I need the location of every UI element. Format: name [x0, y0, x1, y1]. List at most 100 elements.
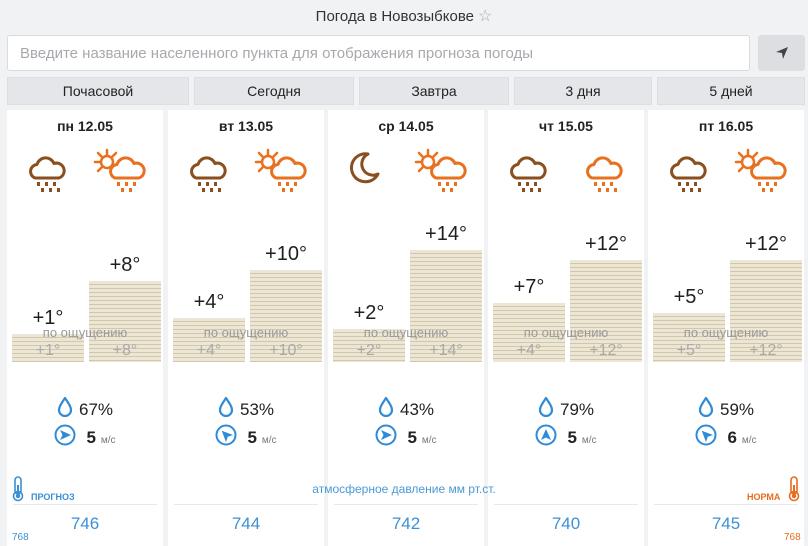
wind-direction-icon: [375, 424, 397, 451]
day-temp: +12°: [745, 233, 787, 256]
night-feels-like: +2°: [356, 342, 382, 359]
wind-unit: м/с: [100, 435, 116, 446]
day-temp-bar: [570, 260, 642, 362]
night-temp: +7°: [513, 275, 545, 298]
humidity-value: 53%: [239, 399, 275, 419]
pressure-divider: [13, 504, 157, 505]
tab-5-days[interactable]: 5 дней: [657, 77, 805, 105]
humidity-value: 79%: [559, 399, 595, 419]
tab-today[interactable]: Сегодня: [194, 77, 354, 105]
wind-row: 5 м/с: [488, 424, 644, 451]
wind-direction-icon: [535, 424, 557, 451]
moon-icon: [346, 150, 382, 191]
wind-direction-icon: [54, 424, 76, 451]
night-temp-bar: [12, 333, 84, 362]
humidity-drop-icon: [378, 396, 394, 422]
cloud-rain-icon: [506, 154, 550, 199]
day-column[interactable]: пт 16.05 +5° +12° по ощущению +5° +12° 5…: [648, 110, 804, 546]
search-box: [7, 35, 750, 71]
wind-unit: м/с: [421, 435, 437, 446]
humidity-drop-icon: [57, 396, 73, 422]
sun-cloud-rain-icon: [412, 148, 472, 197]
day-temp-bar: [730, 260, 802, 362]
night-feels-like: +5°: [676, 342, 702, 359]
wind-speed: 5: [407, 427, 417, 447]
tab-tomorrow[interactable]: Завтра: [359, 77, 509, 105]
wind-unit: м/с: [581, 435, 597, 446]
wind-row: 5 м/с: [7, 424, 163, 451]
humidity-value: 67%: [78, 399, 114, 419]
pressure-scale-left: 768: [12, 532, 29, 543]
pressure-value: 740: [551, 514, 581, 533]
pressure-value: 746: [70, 514, 100, 533]
humidity-row: 79%: [488, 396, 644, 422]
feels-like-label: по ощущению: [523, 325, 609, 340]
humidity-drop-icon: [698, 396, 714, 422]
cloud-rain-icon: [582, 154, 626, 199]
norm-label: НОРМА: [747, 492, 781, 502]
night-temp: +4°: [193, 291, 225, 314]
forecast-label: ПРОГНОЗ: [31, 492, 75, 502]
pressure-scale-right: 768: [784, 532, 801, 543]
humidity-value: 43%: [399, 399, 435, 419]
day-temp-bar: [410, 249, 482, 362]
cloud-rain-icon: [25, 154, 69, 199]
locate-button[interactable]: [758, 35, 805, 71]
day-date: пн 12.05: [57, 118, 113, 134]
wind-speed: 5: [86, 427, 96, 447]
wind-unit: м/с: [741, 435, 757, 446]
pressure-value: 745: [711, 514, 741, 533]
night-feels-like: +1°: [35, 342, 61, 359]
day-column[interactable]: пн 12.05 +1° +8° по ощущению +1° +8° 67%…: [7, 110, 163, 546]
day-column[interactable]: вт 13.05 +4° +10° по ощущению +4° +10° 5…: [168, 110, 324, 546]
pressure-divider: [494, 504, 638, 505]
feels-like-label: по ощущению: [363, 325, 449, 340]
day-feels-like: +12°: [749, 342, 783, 359]
cloud-rain-icon: [186, 154, 230, 199]
pressure-value: 742: [391, 514, 421, 533]
sun-cloud-rain-icon: [91, 148, 151, 197]
star-outline-icon[interactable]: ☆: [477, 8, 493, 25]
pressure-caption: атмосферное давление мм рт.ст.: [312, 482, 496, 496]
page-title: Погода в Новозыбкове: [315, 8, 474, 25]
sun-cloud-rain-icon: [732, 148, 792, 197]
day-date: чт 15.05: [539, 118, 593, 134]
day-date: пт 16.05: [698, 118, 754, 134]
pressure-value: 744: [231, 514, 261, 533]
wind-row: 6 м/с: [648, 424, 804, 451]
page-header: Погода в Новозыбкове ☆: [0, 0, 808, 32]
day-temp-bar: [89, 280, 161, 362]
location-arrow-icon: [775, 47, 788, 59]
humidity-row: 53%: [168, 396, 324, 422]
day-date: ср 14.05: [378, 118, 434, 134]
day-column[interactable]: ср 14.05 +2° +14° по ощущению +2° +14° 4…: [328, 110, 484, 546]
humidity-drop-icon: [538, 396, 554, 422]
day-temp: +14°: [425, 222, 467, 245]
wind-direction-icon: [215, 424, 237, 451]
wind-row: 5 м/с: [168, 424, 324, 451]
humidity-row: 67%: [7, 396, 163, 422]
humidity-value: 59%: [719, 399, 755, 419]
sun-cloud-rain-icon: [252, 148, 312, 197]
humidity-drop-icon: [218, 396, 234, 422]
night-temp: +1°: [32, 306, 64, 329]
night-temp-bar: [493, 302, 565, 362]
day-feels-like: +12°: [589, 342, 623, 359]
search-input[interactable]: [8, 36, 749, 70]
day-column[interactable]: чт 15.05 +7° +12° по ощущению +4° +12° 7…: [488, 110, 644, 546]
day-temp: +8°: [109, 253, 141, 276]
feels-like-label: по ощущению: [203, 325, 289, 340]
wind-speed: 5: [247, 427, 257, 447]
night-temp: +2°: [353, 301, 385, 324]
humidity-row: 59%: [648, 396, 804, 422]
night-feels-like: +4°: [516, 342, 542, 359]
day-temp: +10°: [265, 243, 307, 266]
pressure-divider: [654, 504, 798, 505]
humidity-row: 43%: [328, 396, 484, 422]
tab-3-days[interactable]: 3 дня: [514, 77, 652, 105]
wind-speed: 5: [567, 427, 577, 447]
cloud-rain-icon: [666, 154, 710, 199]
tab-hourly[interactable]: Почасовой: [7, 77, 189, 105]
wind-unit: м/с: [261, 435, 277, 446]
night-temp-bar: [333, 328, 405, 362]
